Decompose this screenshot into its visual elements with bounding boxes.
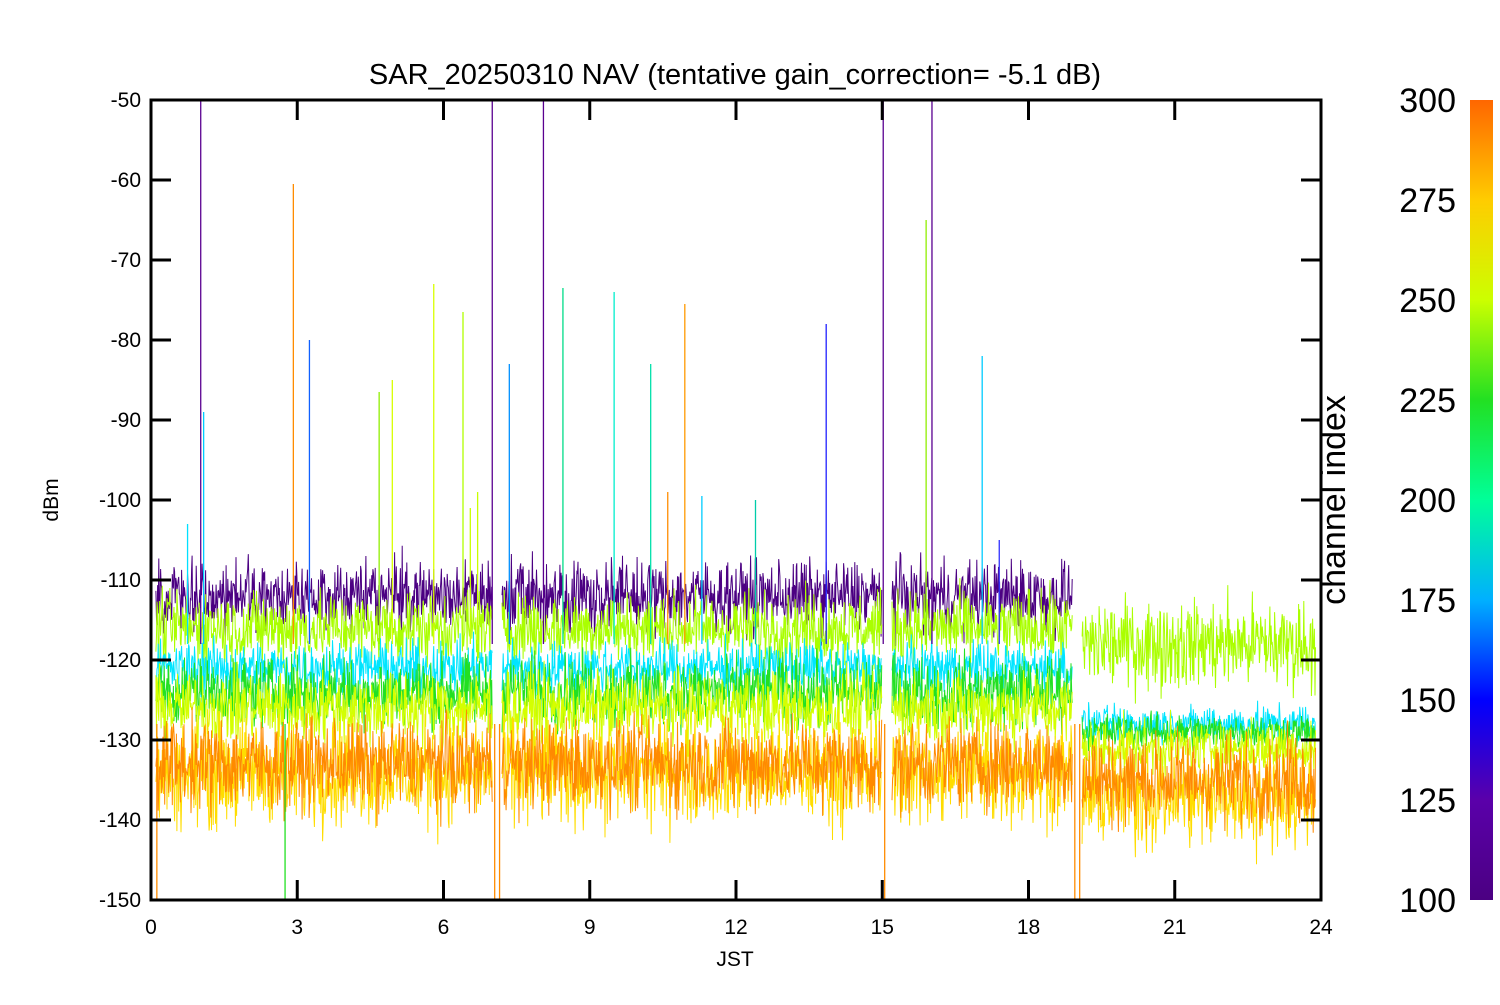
y-tick-label: -140 — [99, 809, 141, 832]
x-tick-label: 18 — [1017, 916, 1040, 939]
y-tick-label: -60 — [111, 169, 141, 192]
y-axis-label: dBm — [40, 478, 63, 521]
series-line-ch295-seg2 — [501, 711, 883, 824]
y-tick-label: -150 — [99, 889, 141, 912]
colorbar-tick-label: 225 — [1399, 382, 1456, 420]
series-line-ch295-seg1 — [155, 707, 493, 827]
y-tick-label: -100 — [99, 489, 141, 512]
y-tick-label: -50 — [111, 89, 141, 112]
colorbar-tick-label: 150 — [1399, 682, 1456, 720]
x-tick-label: 9 — [584, 916, 596, 939]
colorbar-tick-label: 200 — [1399, 482, 1456, 520]
y-tick-label: -70 — [111, 249, 141, 272]
colorbar-ticks: 300 275 250 225 200 175 150 125 100 — [1399, 82, 1456, 920]
y-tick-label: -130 — [99, 729, 141, 752]
x-tick-label: 21 — [1163, 916, 1186, 939]
x-tick-label: 3 — [291, 916, 303, 939]
x-axis: 0 3 6 9 12 15 18 21 24 — [145, 100, 1333, 939]
y-tick-label: -110 — [101, 569, 141, 592]
colorbar-tick-label: 275 — [1399, 182, 1456, 220]
series-line-ch255-seg1 — [155, 585, 493, 673]
series-line-ch265-seg1 — [155, 661, 493, 750]
chart-title: SAR_20250310 NAV (tentative gain_correct… — [369, 59, 1101, 91]
series-layer — [155, 545, 1316, 865]
series-line-ch110-seg2 — [501, 551, 883, 646]
y-tick-label: -120 — [99, 649, 141, 672]
x-tick-label: 6 — [438, 916, 450, 939]
colorbar-tick-label: 100 — [1399, 882, 1456, 920]
series-line-ch255-seg2 — [501, 580, 883, 674]
colorbar-tick-label: 175 — [1399, 582, 1456, 620]
colorbar-tick-label: 250 — [1399, 282, 1456, 320]
series-line-ch295-seg3 — [891, 716, 1073, 818]
x-tick-label: 15 — [871, 916, 894, 939]
y-tick-label: -90 — [111, 409, 141, 432]
series-line-ch265-seg3 — [891, 668, 1073, 753]
series-line-ch265-seg2 — [501, 660, 883, 757]
colorbar-tick-label: 125 — [1399, 782, 1456, 820]
x-tick-label: 0 — [145, 916, 157, 939]
x-axis-label: JST — [716, 948, 754, 971]
x-tick-label: 12 — [724, 916, 747, 939]
colorbar-label: channel index — [1315, 395, 1353, 605]
series-line-ch110-seg1 — [155, 545, 493, 638]
y-axis: -50 -60 -70 -80 -90 -100 -110 -120 -130 -140 -150 — [99, 89, 1321, 912]
x-tick-label: 24 — [1309, 916, 1333, 939]
colorbar — [1470, 100, 1493, 900]
colorbar-tick-label: 300 — [1399, 82, 1456, 120]
spike-layer — [156, 100, 1081, 900]
series-line-ch295-seg4 — [1081, 720, 1316, 837]
series-line-ch255-seg4 — [1081, 585, 1316, 704]
series-line-ch230-seg4 — [1081, 710, 1316, 752]
y-tick-label: -80 — [111, 329, 141, 352]
